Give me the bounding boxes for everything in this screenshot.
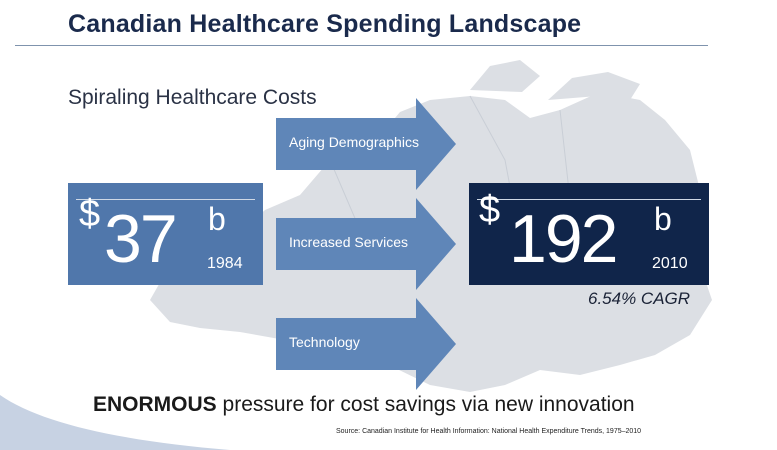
arrow-label: Technology <box>289 334 360 350</box>
key-message-emphasis: ENORMOUS <box>93 393 217 416</box>
arrow-aging-demographics: Aging Demographics <box>276 98 456 190</box>
title-divider <box>15 45 708 46</box>
arrow-label: Increased Services <box>289 234 409 250</box>
arrow-technology: Technology <box>276 298 456 390</box>
arrow-label: Aging Demographics <box>289 134 419 150</box>
source-note: Source: Canadian Institute for Health In… <box>336 428 642 435</box>
arrow-shape <box>276 298 456 390</box>
stat-amount: 192 <box>509 201 618 277</box>
stat-unit: b <box>654 201 672 237</box>
key-message: ENORMOUS pressure for cost savings via n… <box>93 393 635 417</box>
slide-title: Canadian Healthcare Spending Landscape <box>68 10 582 38</box>
arrow-increased-services: Increased Services <box>276 198 456 290</box>
stat-unit: b <box>208 201 226 237</box>
stat-year: 1984 <box>207 255 243 272</box>
stat-box-rule <box>477 199 701 200</box>
stat-amount: 37 <box>104 201 178 277</box>
section-subtitle: Spiraling Healthcare Costs <box>68 86 317 109</box>
stat-box-2010: $ 192 b 2010 <box>469 183 709 285</box>
key-message-text: pressure for cost savings via new innova… <box>216 393 635 416</box>
cagr-label: 6.54% CAGR <box>588 289 691 308</box>
stat-box-rule <box>76 199 255 200</box>
currency-symbol: $ <box>79 193 101 235</box>
currency-symbol: $ <box>479 189 501 231</box>
arrow-shape <box>276 198 456 290</box>
arrow-shape <box>276 98 456 190</box>
stat-year: 2010 <box>652 255 688 272</box>
stat-box-1984: $ 37 b 1984 <box>68 183 263 285</box>
